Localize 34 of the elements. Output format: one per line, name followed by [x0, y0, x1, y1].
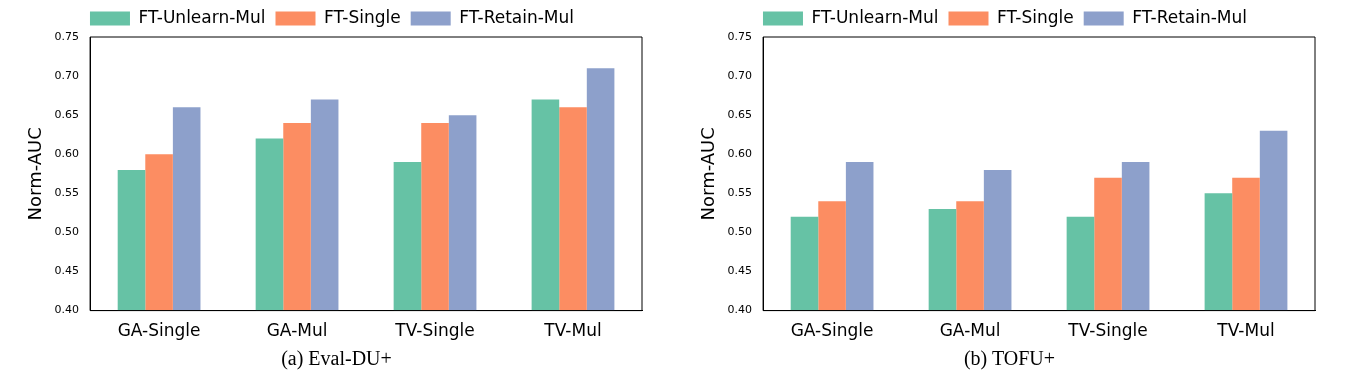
y-tick-label: 0.55	[727, 186, 752, 200]
y-tick-label: 0.65	[54, 108, 79, 122]
x-tick-label: TV-Single	[1066, 320, 1148, 341]
x-tick-label: GA-Single	[117, 320, 200, 341]
x-tick-label: GA-Single	[790, 320, 873, 341]
legend-label: FT-Retain-Mul	[458, 6, 574, 27]
legend-label: FT-Single	[996, 6, 1074, 27]
legend-label: FT-Unlearn-Mul	[137, 6, 266, 27]
y-tick-label: 0.45	[727, 264, 752, 278]
y-tick-label: 0.40	[727, 303, 752, 317]
y-tick-label: 0.45	[54, 264, 79, 278]
x-tick-label: TV-Mul	[542, 320, 602, 341]
text: (a) Eval-DU+	[280, 347, 393, 370]
x-tick-label: GA-Mul	[266, 320, 327, 341]
x-tick-label: TV-Mul	[1215, 320, 1275, 341]
y-tick-label: 0.75	[54, 29, 79, 43]
x-tick-label: GA-Mul	[939, 320, 1000, 341]
y-tick-label: 0.65	[727, 108, 752, 122]
y-tick-label: 0.55	[54, 186, 79, 200]
y-tick-label: 0.60	[727, 147, 752, 161]
y-tick-label: 0.75	[727, 29, 752, 43]
y-tick-label: 0.60	[54, 147, 79, 161]
y-tick-label: 0.50	[54, 225, 79, 239]
legend-label: FT-Single	[323, 6, 401, 27]
y-tick-label: 0.50	[727, 225, 752, 239]
y-tick-label: 0.40	[54, 303, 79, 317]
y-axis-title: Norm-AUC	[23, 127, 45, 221]
text: (b) TOFU+	[962, 347, 1057, 370]
legend-label: FT-Unlearn-Mul	[810, 6, 939, 27]
y-tick-label: 0.70	[54, 68, 79, 82]
x-tick-label: TV-Single	[393, 320, 475, 341]
y-axis-title: Norm-AUC	[696, 127, 718, 221]
legend-label: FT-Retain-Mul	[1131, 6, 1247, 27]
y-tick-label: 0.70	[727, 68, 752, 82]
